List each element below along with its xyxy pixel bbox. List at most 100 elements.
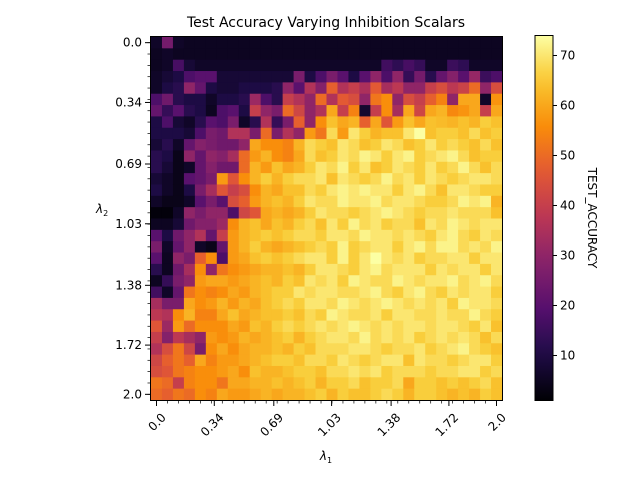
heatmap-cell xyxy=(381,343,393,356)
heatmap-cell xyxy=(403,241,415,254)
heatmap-cell xyxy=(458,150,470,163)
heatmap-cell xyxy=(370,275,382,288)
heatmap-cell xyxy=(348,252,361,265)
heatmap-cell xyxy=(304,37,317,49)
heatmap-cell xyxy=(216,354,229,367)
heatmap-cell xyxy=(326,150,339,163)
heatmap-cell xyxy=(194,150,207,163)
heatmap-cell xyxy=(238,127,251,140)
heatmap-cell xyxy=(425,218,437,231)
heatmap-cell xyxy=(392,37,404,49)
heatmap-cell xyxy=(238,207,251,220)
heatmap-cell xyxy=(469,343,481,356)
heatmap-cell xyxy=(381,354,393,367)
heatmap-cell xyxy=(216,377,229,390)
heatmap-cell xyxy=(293,116,306,129)
heatmap-cell xyxy=(414,59,426,72)
heatmap-cell xyxy=(238,59,251,72)
heatmap-cell xyxy=(216,207,229,220)
heatmap-cell xyxy=(238,173,251,186)
heatmap-cell xyxy=(403,93,415,106)
heatmap-cell xyxy=(381,252,393,265)
heatmap-cell xyxy=(282,320,295,333)
heatmap-cell xyxy=(249,105,262,117)
heatmap-cell xyxy=(348,150,361,163)
heatmap-cell xyxy=(216,365,229,378)
heatmap-cell xyxy=(414,150,426,163)
heatmap-cell xyxy=(172,241,185,254)
heatmap-cell xyxy=(151,286,163,299)
heatmap-cell xyxy=(425,331,437,344)
heatmap-cell xyxy=(304,343,317,356)
heatmap-cell xyxy=(282,207,295,220)
heatmap-cell xyxy=(326,331,339,344)
heatmap-cell xyxy=(172,105,185,117)
heatmap-cell xyxy=(447,37,459,49)
heatmap-cell xyxy=(227,139,240,152)
heatmap-cell xyxy=(425,229,437,242)
heatmap-cell xyxy=(392,139,404,152)
heatmap-cell xyxy=(491,343,503,356)
heatmap-cell xyxy=(161,105,174,117)
heatmap-cell xyxy=(151,161,163,174)
y-tick-label: 0.69 xyxy=(115,157,142,171)
heatmap-cell xyxy=(447,286,459,299)
heatmap-cell xyxy=(216,275,229,288)
heatmap-cell xyxy=(151,331,163,344)
heatmap-cell xyxy=(238,37,251,49)
heatmap-cell xyxy=(293,48,306,61)
heatmap-cell xyxy=(381,320,393,333)
heatmap-cell xyxy=(403,173,415,186)
colorbar-ticks: 10 20 30 40 50 60 70 xyxy=(553,49,575,363)
colorbar-tick-label: 60 xyxy=(560,99,575,113)
heatmap-cell xyxy=(359,354,371,367)
heatmap-cell xyxy=(249,241,262,254)
heatmap-cell xyxy=(447,161,459,174)
heatmap-cell xyxy=(282,71,295,83)
heatmap-cell xyxy=(161,161,174,174)
heatmap-cell xyxy=(205,127,218,140)
y-tick-label: 2.0 xyxy=(123,387,142,401)
heatmap-cell xyxy=(469,241,481,254)
heatmap-cell xyxy=(480,377,492,390)
heatmap-cell xyxy=(447,377,459,390)
heatmap-cell xyxy=(282,252,295,265)
heatmap-cell xyxy=(271,173,284,186)
heatmap-cell xyxy=(271,377,284,390)
heatmap-cell xyxy=(392,229,404,242)
heatmap-cell xyxy=(260,275,273,288)
heatmap-cell xyxy=(260,150,273,163)
heatmap-cell xyxy=(227,275,240,288)
heatmap-cell xyxy=(359,218,371,231)
heatmap-cell xyxy=(260,331,273,344)
heatmap-cell xyxy=(458,218,470,231)
heatmap-cell xyxy=(469,365,481,378)
heatmap-cell xyxy=(436,229,448,242)
heatmap-cell xyxy=(337,286,350,299)
heatmap-cell xyxy=(436,173,448,186)
colorbar-tick-label: 10 xyxy=(560,349,575,363)
heatmap-cell xyxy=(425,37,437,49)
heatmap-cell xyxy=(172,150,185,163)
heatmap-cell xyxy=(392,150,404,163)
heatmap-cell xyxy=(436,207,448,220)
heatmap-cell xyxy=(271,139,284,152)
heatmap-cell xyxy=(282,93,295,106)
heatmap-cell xyxy=(172,93,185,106)
heatmap-cell xyxy=(304,127,317,140)
heatmap-cell xyxy=(392,263,404,276)
heatmap-cell xyxy=(480,71,492,83)
heatmap-cell xyxy=(282,377,295,390)
heatmap-cell xyxy=(293,331,306,344)
heatmap-cell xyxy=(315,275,328,288)
heatmap-cell xyxy=(337,127,350,140)
x-tick-label: 1.72 xyxy=(432,410,461,439)
heatmap-cell xyxy=(151,354,163,367)
heatmap-cell xyxy=(491,105,503,117)
heatmap-cell xyxy=(403,229,415,242)
heatmap-cell xyxy=(359,377,371,390)
heatmap-cell xyxy=(227,218,240,231)
heatmap-cell xyxy=(304,365,317,378)
heatmap-cell xyxy=(161,195,174,208)
heatmap-cell xyxy=(238,139,251,152)
